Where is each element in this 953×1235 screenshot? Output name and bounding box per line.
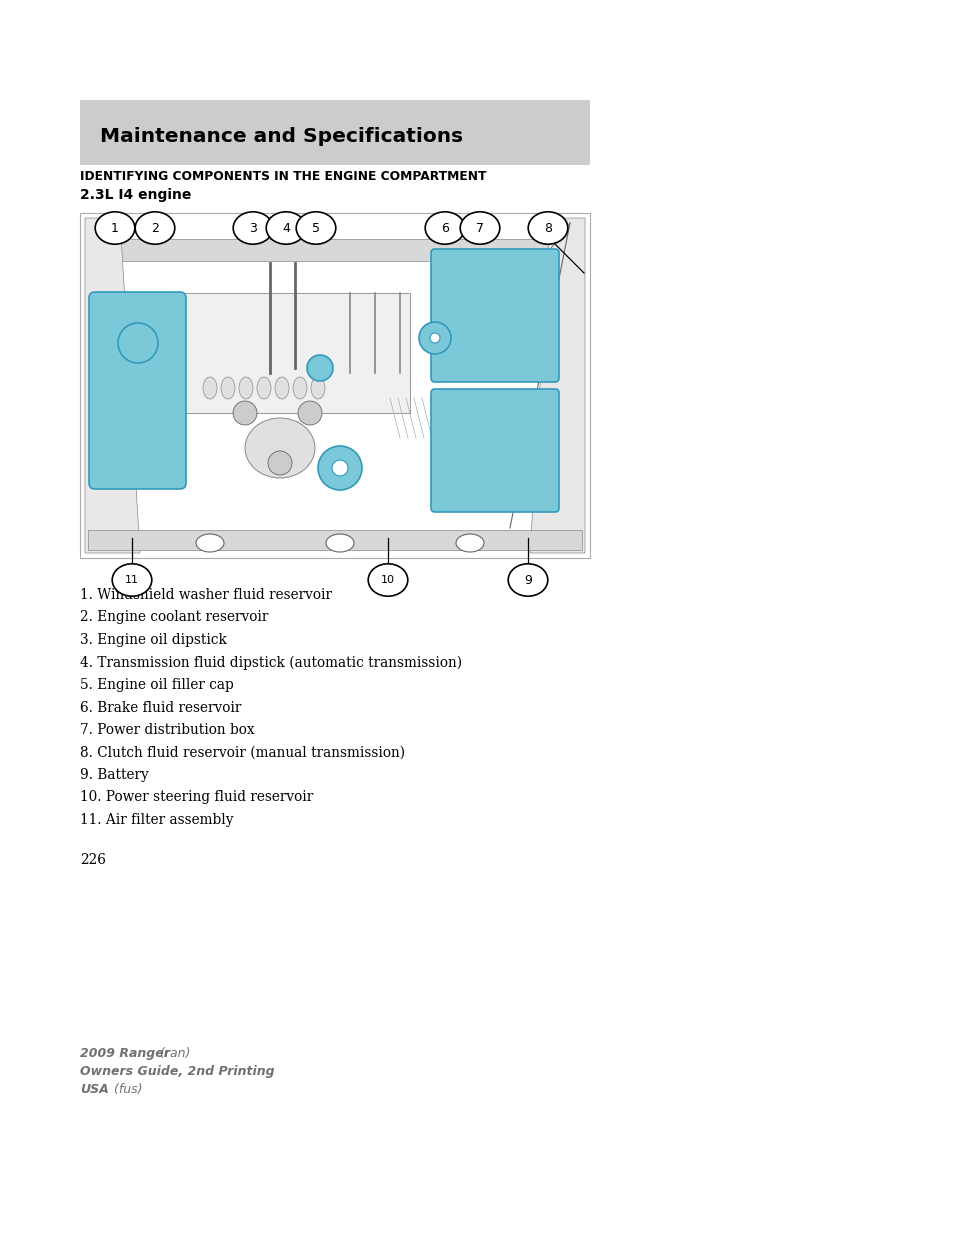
Ellipse shape bbox=[112, 564, 152, 597]
Ellipse shape bbox=[326, 534, 354, 552]
Ellipse shape bbox=[368, 564, 407, 597]
Text: 7: 7 bbox=[476, 221, 483, 235]
Circle shape bbox=[297, 401, 322, 425]
Text: 3. Engine oil dipstick: 3. Engine oil dipstick bbox=[80, 634, 227, 647]
Text: 8. Clutch fluid reservoir (manual transmission): 8. Clutch fluid reservoir (manual transm… bbox=[80, 746, 405, 760]
Ellipse shape bbox=[221, 377, 234, 399]
Circle shape bbox=[118, 324, 158, 363]
Text: 5: 5 bbox=[312, 221, 319, 235]
Ellipse shape bbox=[459, 211, 499, 245]
Bar bbox=[88, 240, 581, 261]
Polygon shape bbox=[85, 219, 140, 553]
Bar bbox=[180, 293, 410, 412]
Text: 2.3L I4 engine: 2.3L I4 engine bbox=[80, 188, 192, 203]
Ellipse shape bbox=[266, 211, 306, 245]
Text: 6. Brake fluid reservoir: 6. Brake fluid reservoir bbox=[80, 700, 241, 715]
Text: 3: 3 bbox=[249, 221, 256, 235]
Circle shape bbox=[430, 333, 439, 343]
Text: 226: 226 bbox=[80, 853, 106, 867]
Ellipse shape bbox=[528, 211, 567, 245]
Polygon shape bbox=[530, 219, 584, 553]
Ellipse shape bbox=[135, 211, 174, 245]
Text: 4: 4 bbox=[282, 221, 290, 235]
Text: 11. Air filter assembly: 11. Air filter assembly bbox=[80, 813, 233, 827]
Ellipse shape bbox=[245, 417, 314, 478]
Bar bbox=[88, 530, 581, 550]
Ellipse shape bbox=[456, 534, 483, 552]
Bar bbox=[80, 212, 589, 558]
Circle shape bbox=[307, 354, 333, 382]
Text: 2: 2 bbox=[151, 221, 159, 235]
Ellipse shape bbox=[195, 534, 224, 552]
Ellipse shape bbox=[508, 564, 547, 597]
Text: 7. Power distribution box: 7. Power distribution box bbox=[80, 722, 254, 737]
Text: 8: 8 bbox=[543, 221, 552, 235]
Circle shape bbox=[268, 451, 292, 475]
Text: 9: 9 bbox=[523, 573, 532, 587]
Ellipse shape bbox=[233, 211, 273, 245]
Ellipse shape bbox=[256, 377, 271, 399]
Ellipse shape bbox=[95, 211, 134, 245]
FancyBboxPatch shape bbox=[431, 389, 558, 513]
Text: Maintenance and Specifications: Maintenance and Specifications bbox=[100, 127, 462, 146]
Text: 4. Transmission fluid dipstick (automatic transmission): 4. Transmission fluid dipstick (automati… bbox=[80, 655, 461, 669]
Text: 2. Engine coolant reservoir: 2. Engine coolant reservoir bbox=[80, 610, 268, 625]
Text: (ran): (ran) bbox=[156, 1047, 191, 1060]
FancyBboxPatch shape bbox=[431, 249, 558, 382]
FancyBboxPatch shape bbox=[89, 291, 186, 489]
Ellipse shape bbox=[295, 211, 335, 245]
Text: IDENTIFYING COMPONENTS IN THE ENGINE COMPARTMENT: IDENTIFYING COMPONENTS IN THE ENGINE COM… bbox=[80, 170, 486, 183]
Ellipse shape bbox=[203, 377, 216, 399]
Ellipse shape bbox=[239, 377, 253, 399]
Text: 10: 10 bbox=[380, 576, 395, 585]
Text: 2009 Ranger: 2009 Ranger bbox=[80, 1047, 170, 1060]
Text: 5. Engine oil filler cap: 5. Engine oil filler cap bbox=[80, 678, 233, 692]
Text: 1: 1 bbox=[111, 221, 119, 235]
Ellipse shape bbox=[311, 377, 325, 399]
Text: 1. Windshield washer fluid reservoir: 1. Windshield washer fluid reservoir bbox=[80, 588, 332, 601]
Text: 11: 11 bbox=[125, 576, 139, 585]
Ellipse shape bbox=[425, 211, 464, 245]
Text: (fus): (fus) bbox=[110, 1083, 142, 1095]
Circle shape bbox=[418, 322, 451, 354]
Circle shape bbox=[317, 446, 361, 490]
Circle shape bbox=[233, 401, 256, 425]
Text: 10. Power steering fluid reservoir: 10. Power steering fluid reservoir bbox=[80, 790, 313, 804]
Bar bbox=[80, 100, 589, 165]
Text: 6: 6 bbox=[440, 221, 449, 235]
Text: USA: USA bbox=[80, 1083, 109, 1095]
Text: 9. Battery: 9. Battery bbox=[80, 768, 149, 782]
Circle shape bbox=[332, 459, 348, 475]
Ellipse shape bbox=[293, 377, 307, 399]
Ellipse shape bbox=[274, 377, 289, 399]
Text: Owners Guide, 2nd Printing: Owners Guide, 2nd Printing bbox=[80, 1065, 274, 1078]
